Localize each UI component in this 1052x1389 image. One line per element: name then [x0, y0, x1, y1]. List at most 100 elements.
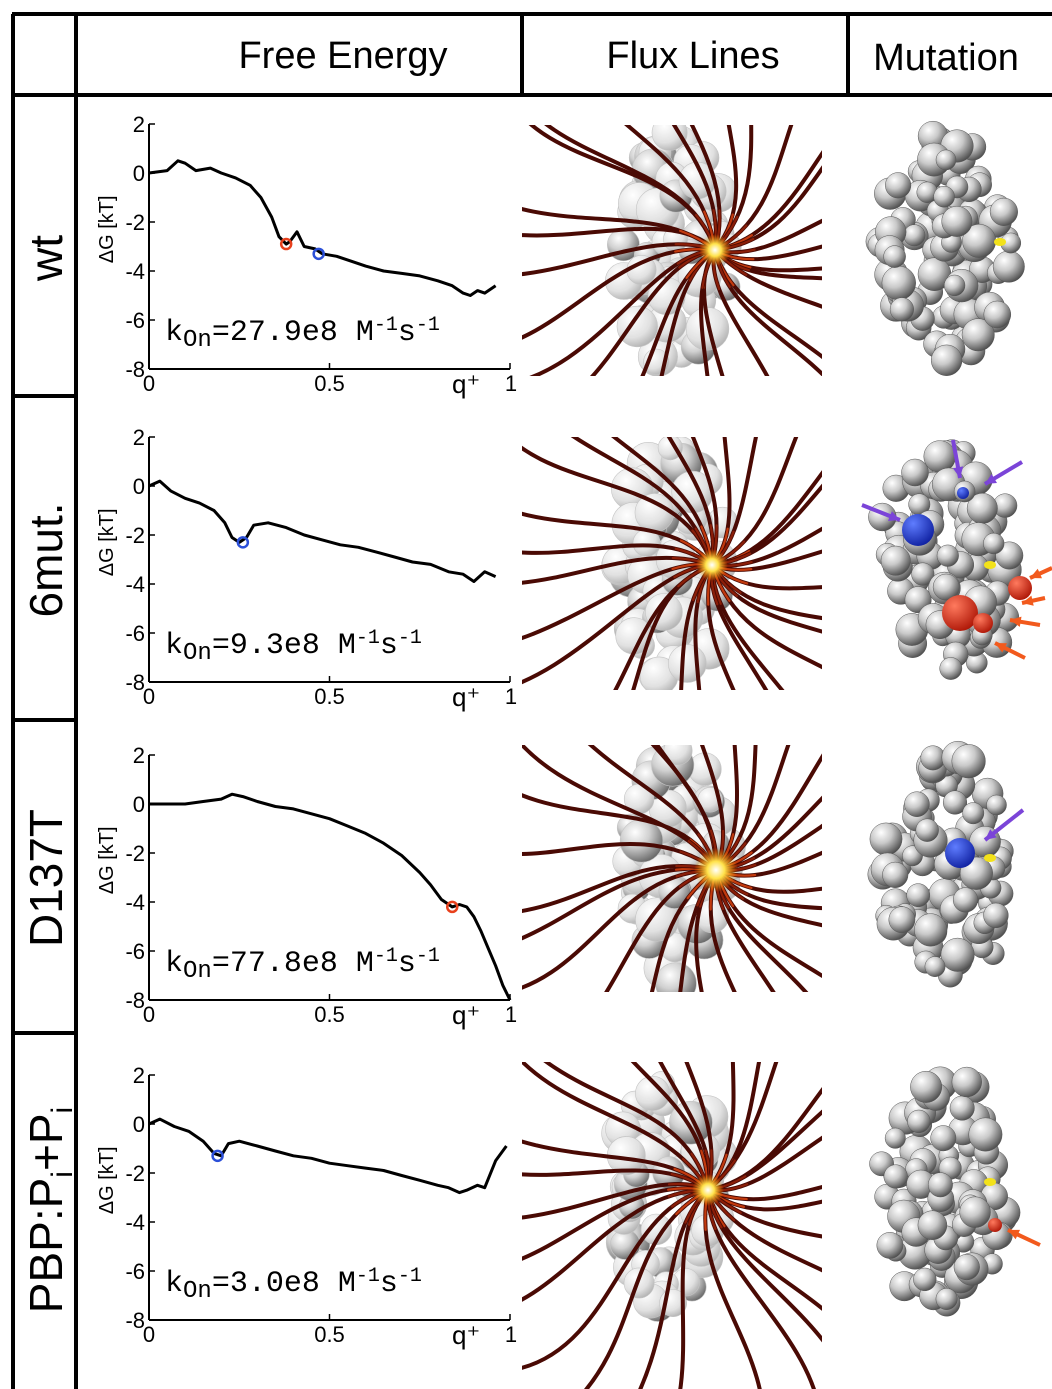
red-mutation-site	[942, 595, 978, 631]
x-tick-label: 0.5	[314, 684, 345, 709]
y-tick-label: -2	[125, 841, 145, 866]
x-tick-label: 0.5	[314, 371, 345, 396]
flux-panel-0	[522, 125, 822, 376]
mutation-panel-1	[861, 439, 1052, 680]
x-tick-label: 0	[143, 1322, 155, 1347]
flux-hotspot	[696, 549, 728, 581]
mutation-arrow	[983, 460, 1024, 486]
red-mutation-site	[973, 613, 993, 633]
energy-plot-1: 20-2-4-6-80 0.5 1ΔG [kT]q⁺kOn=9.3e8 M-1s-1	[96, 425, 517, 712]
y-tick-label: -2	[125, 210, 145, 235]
mutation-panels	[861, 120, 1052, 1317]
y-tick-label: -8	[125, 1308, 145, 1333]
y-tick-label: -4	[125, 572, 145, 597]
x-tick-label: 1	[505, 371, 517, 396]
x-tick-label: 1	[505, 1322, 517, 1347]
flux-panel-2	[522, 745, 822, 992]
y-tick-label: 2	[133, 112, 145, 137]
x-axis-label: q⁺	[452, 1320, 480, 1350]
mutation-arrow	[983, 808, 1025, 842]
row-label-6mut: 6mut.	[20, 502, 72, 617]
x-tick-label: 1	[505, 1002, 517, 1027]
energy-plot-0: 20-2-4-6-80 0.5 1ΔG [kT]q⁺kOn=27.9e8 M-1s-…	[96, 112, 517, 399]
x-tick-label: 0.5	[314, 1002, 345, 1027]
protein-structure	[869, 1066, 1021, 1317]
mutation-panel-0	[865, 120, 1025, 376]
yellow-site	[994, 238, 1006, 246]
y-axis-label: ΔG [kT]	[96, 508, 118, 576]
x-tick-label: 0	[143, 1002, 155, 1027]
y-tick-label: -6	[125, 1259, 145, 1284]
row-label-pbp: PBP:Pi+Pi	[20, 1107, 79, 1313]
free-energy-line	[148, 479, 497, 583]
kon-label: kOn=9.3e8 M-1s-1	[165, 627, 422, 667]
x-tick-label: 1	[505, 684, 517, 709]
y-tick-label: 0	[133, 1112, 145, 1137]
kon-label: kOn=27.9e8 M-1s-1	[165, 314, 440, 354]
y-tick-label: -6	[125, 308, 145, 333]
x-tick-label: 0	[143, 684, 155, 709]
mutation-arrow	[994, 641, 1026, 660]
y-axis-label: ΔG [kT]	[96, 195, 118, 263]
kon-label: kOn=77.8e8 M-1s-1	[165, 945, 440, 985]
flux-panel-3	[522, 1062, 822, 1389]
flux-lines	[522, 125, 822, 376]
y-tick-label: 0	[133, 474, 145, 499]
flux-panel-1	[522, 437, 822, 690]
y-tick-label: -8	[125, 670, 145, 695]
header-free-energy: Free Energy	[238, 35, 447, 77]
flux-lines	[522, 1062, 822, 1389]
y-tick-label: 2	[133, 1063, 145, 1088]
y-tick-label: 2	[133, 743, 145, 768]
table-frame	[11, 12, 1052, 1389]
mutation-arrow	[861, 503, 901, 522]
yellow-site	[984, 561, 996, 569]
flux-lines	[522, 745, 822, 992]
flux-lines	[522, 437, 822, 690]
blue-mutation-site	[902, 514, 934, 546]
x-axis-label: q⁺	[452, 1000, 480, 1030]
x-axis-label: q⁺	[452, 682, 480, 712]
transition-marker	[211, 1149, 224, 1163]
flux-hotspot	[692, 1174, 724, 1206]
x-axis-label: q⁺	[452, 369, 480, 399]
y-tick-label: -6	[125, 939, 145, 964]
y-axis-label: ΔG [kT]	[96, 826, 118, 894]
free-energy-line	[149, 792, 512, 1001]
x-tick-label: 0.5	[314, 1322, 345, 1347]
protein-structure	[865, 120, 1025, 376]
protein-structure	[867, 740, 1014, 988]
mutation-arrow	[1007, 1228, 1041, 1247]
red-mutation-site	[988, 1218, 1002, 1232]
y-tick-label: -4	[125, 890, 145, 915]
mutation-panel-2	[867, 740, 1025, 988]
x-tick-label: 0	[143, 371, 155, 396]
free-energy-line	[148, 1117, 508, 1195]
header-flux-lines: Flux Lines	[606, 35, 779, 77]
energy-plot-3: 20-2-4-6-80 0.5 1ΔG [kT]q⁺kOn=3.0e8 M-1s-1	[96, 1063, 517, 1350]
energy-plot-2: 20-2-4-6-80 0.5 1ΔG [kT]q⁺kOn=77.8e8 M-1s-…	[96, 743, 517, 1030]
y-tick-label: -4	[125, 259, 145, 284]
free-energy-plots: 20-2-4-6-80 0.5 1ΔG [kT]q⁺kOn=27.9e8 M-1s-…	[96, 112, 517, 1350]
transition-marker	[236, 536, 250, 549]
transition-marker	[279, 237, 293, 251]
row-label-wt: wt	[20, 235, 72, 282]
mutation-arrow	[1029, 566, 1052, 580]
flux-line-panels	[522, 125, 822, 1389]
y-tick-label: 0	[133, 161, 145, 186]
mutation-arrow	[951, 439, 964, 479]
mutation-arrow	[1021, 595, 1046, 606]
blue-mutation-site	[945, 838, 975, 868]
red-mutation-site	[1008, 576, 1032, 600]
free-energy-line	[148, 159, 497, 297]
row-label-d137t: D137T	[20, 809, 72, 947]
y-axis-label: ΔG [kT]	[96, 1146, 118, 1214]
y-tick-label: -6	[125, 621, 145, 646]
transition-marker	[445, 900, 459, 914]
flux-hotspot	[694, 848, 738, 892]
transition-marker	[312, 247, 325, 261]
mutation-panel-3	[869, 1066, 1041, 1317]
y-tick-label: -4	[125, 1210, 145, 1235]
header-mutation: Mutation	[873, 37, 1019, 79]
